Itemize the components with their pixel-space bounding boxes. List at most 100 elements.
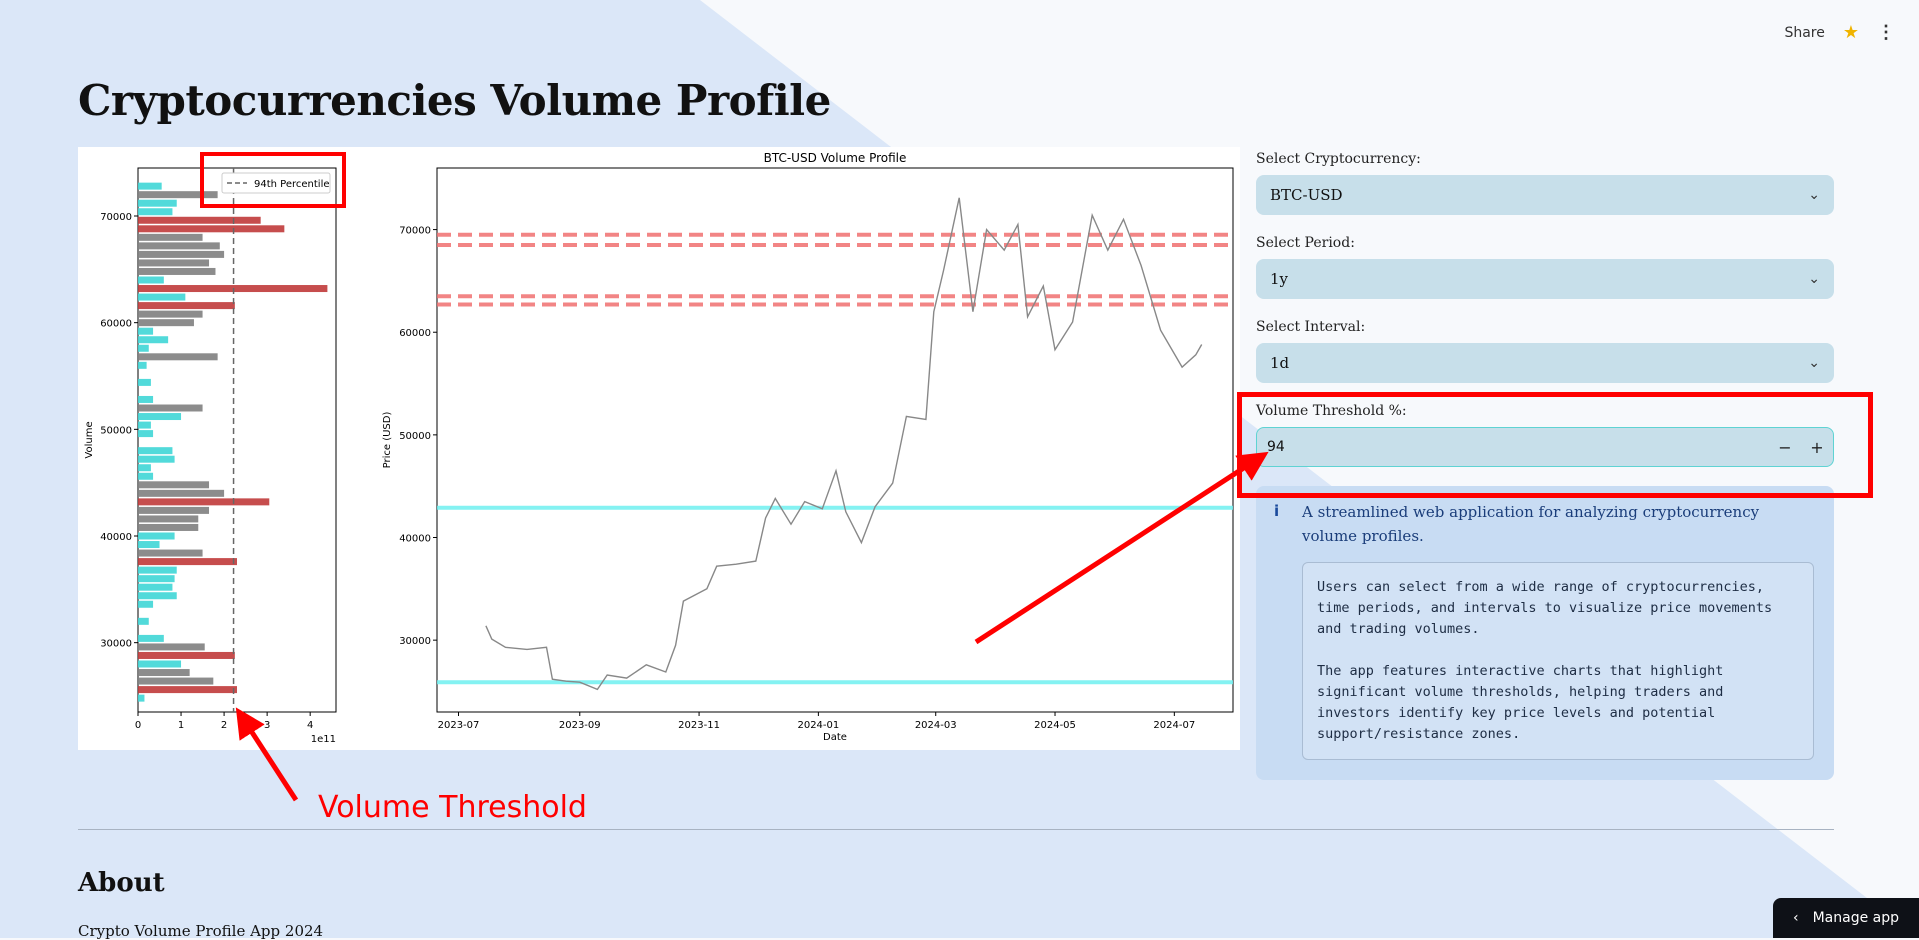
histogram-bar — [138, 404, 203, 412]
histogram-bar — [138, 259, 210, 267]
x-tick-label: 2024-05 — [1034, 720, 1076, 731]
histogram-bar — [138, 455, 175, 463]
price-series-line — [485, 197, 1203, 691]
volume-profile-figure: 0 1 2 3 4 1e11 30000 40000 50000 60000 70000 Volume… — [84, 151, 1234, 745]
manage-app-button[interactable]: ‹ Manage app — [1773, 898, 1919, 938]
threshold-stepper: − + — [1769, 438, 1833, 457]
manage-app-label: Manage app — [1812, 910, 1900, 926]
x-tick-label: 2023-11 — [678, 720, 720, 731]
histogram-bar — [138, 669, 190, 677]
histogram-bar — [138, 643, 205, 651]
x-axis-label: Date — [823, 732, 847, 743]
controls-panel: Select Cryptocurrency: BTC-USD ⌄ Select … — [1256, 147, 1834, 467]
crypto-select-value: BTC-USD — [1270, 186, 1343, 204]
x-tick-label: 4 — [307, 720, 313, 731]
period-select-value: 1y — [1270, 270, 1289, 288]
histogram-bar — [138, 651, 235, 659]
histogram-bar — [138, 336, 169, 344]
histogram-bar — [138, 447, 173, 455]
histogram-bar — [138, 660, 182, 668]
annotation-label: Volume Threshold — [318, 790, 587, 825]
volume-histogram: 0 1 2 3 4 1e11 30000 40000 50000 60000 70000 Volume… — [84, 167, 337, 745]
histogram-bar — [138, 293, 186, 301]
histogram-bar — [138, 182, 162, 190]
histogram-bar — [138, 515, 199, 523]
chevron-down-icon: ⌄ — [1808, 355, 1820, 371]
histogram-bar — [138, 319, 194, 327]
divider — [78, 829, 1834, 830]
threshold-input-value[interactable]: 94 — [1267, 439, 1285, 455]
histogram-bar — [138, 302, 235, 310]
x-tick-label: 2023-07 — [438, 720, 480, 731]
threshold-input-label: Volume Threshold %: — [1256, 403, 1407, 419]
crypto-select[interactable]: BTC-USD ⌄ — [1256, 175, 1834, 215]
threshold-input[interactable]: 94 − + — [1256, 427, 1834, 467]
y-tick-label: 50000 — [399, 431, 431, 442]
interval-select[interactable]: 1d ⌄ — [1256, 343, 1834, 383]
x-offset-label: 1e11 — [311, 734, 336, 745]
plot-frame — [436, 167, 1234, 713]
histogram-bar — [138, 344, 149, 352]
histogram-bar — [138, 216, 261, 224]
histogram-bar — [138, 413, 182, 421]
info-text: A streamlined web application for analyz… — [1302, 503, 1760, 545]
histogram-bar — [138, 361, 147, 369]
star-icon[interactable]: ★ — [1842, 22, 1859, 43]
chevron-down-icon: ⌄ — [1808, 187, 1820, 203]
interval-select-label: Select Interval: — [1256, 319, 1366, 335]
x-tick-label: 2024-01 — [797, 720, 839, 731]
kebab-menu-icon[interactable]: ⋮ — [1877, 22, 1895, 43]
footer-text: Crypto Volume Profile App 2024 — [78, 922, 324, 940]
histogram-bar — [138, 583, 173, 591]
histogram-bar — [138, 523, 199, 531]
x-tick-label: 2 — [221, 720, 227, 731]
legend-box — [221, 172, 331, 194]
increment-button[interactable]: + — [1810, 437, 1824, 457]
histogram-bar — [138, 617, 149, 625]
period-select[interactable]: 1y ⌄ — [1256, 259, 1834, 299]
chart-container: 0 1 2 3 4 1e11 30000 40000 50000 60000 70000 Volume… — [78, 147, 1240, 750]
histogram-bar — [138, 276, 164, 284]
x-tick-label: 2024-07 — [1153, 720, 1195, 731]
histogram-bar — [138, 353, 218, 361]
y-axis-label: Price (USD) — [382, 412, 393, 469]
decrement-button[interactable]: − — [1778, 437, 1792, 457]
histogram-bar — [138, 481, 210, 489]
x-tick-label: 1 — [178, 720, 184, 731]
y-tick-label: 40000 — [399, 534, 431, 545]
period-select-label: Select Period: — [1256, 235, 1355, 251]
legend-label: 94th Percentile — [254, 179, 330, 190]
info-icon: i — [1274, 502, 1280, 520]
threshold-highlight-box — [1237, 392, 1873, 498]
x-tick-label: 2023-09 — [559, 720, 601, 731]
chevron-down-icon: ⌄ — [1808, 271, 1820, 287]
info-box: i A streamlined web application for anal… — [1256, 486, 1834, 780]
histogram-bar — [138, 250, 225, 258]
histogram-bar — [138, 199, 177, 207]
histogram-bar — [138, 677, 214, 685]
y-axis-label: Volume — [84, 421, 95, 458]
histogram-bar — [138, 233, 203, 241]
histogram-bar — [138, 566, 177, 574]
chart-title: BTC-USD Volume Profile — [764, 151, 907, 165]
histogram-bar — [138, 310, 203, 318]
histogram-bar — [138, 285, 328, 293]
chevron-left-icon: ‹ — [1792, 910, 1799, 926]
histogram-bar — [138, 592, 177, 600]
histogram-bar — [138, 575, 175, 583]
x-tick-label: 3 — [264, 720, 270, 731]
y-tick-label: 70000 — [100, 212, 132, 223]
share-button[interactable]: Share — [1784, 24, 1825, 41]
histogram-bar — [138, 686, 237, 694]
top-toolbar: Share ★ ⋮ — [1784, 22, 1895, 43]
histogram-bar — [138, 532, 175, 540]
x-tick-label: 0 — [135, 720, 141, 731]
histogram-bar — [138, 208, 173, 216]
histogram-bar — [138, 541, 160, 549]
histogram-bar — [138, 421, 151, 429]
histogram-bar — [138, 191, 218, 199]
histogram-bar — [138, 464, 151, 472]
about-heading: About — [78, 868, 165, 898]
info-detail-code: Users can select from a wide range of cr… — [1302, 562, 1814, 760]
histogram-bar — [138, 472, 154, 480]
